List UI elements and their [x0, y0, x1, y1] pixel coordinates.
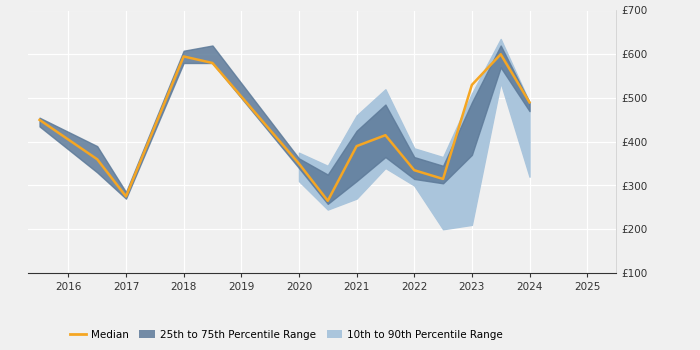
Legend: Median, 25th to 75th Percentile Range, 10th to 90th Percentile Range: Median, 25th to 75th Percentile Range, 1… [66, 326, 508, 344]
